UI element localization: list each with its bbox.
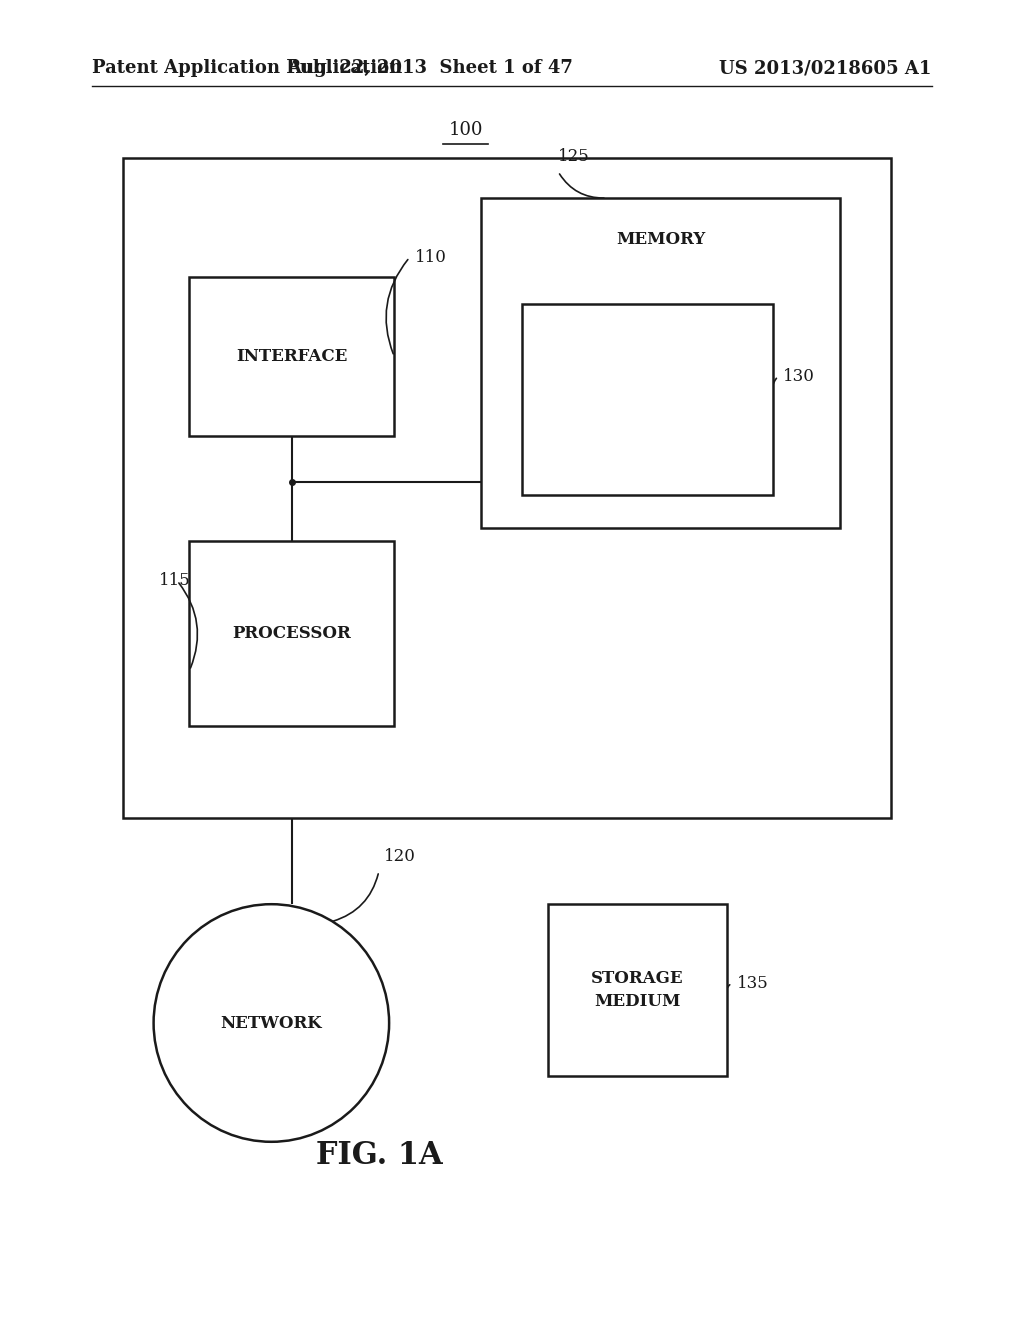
Text: STORAGE
MEDIUM: STORAGE MEDIUM — [591, 970, 684, 1010]
FancyBboxPatch shape — [123, 158, 891, 818]
Text: 100: 100 — [449, 120, 483, 139]
Text: FIG. 1A: FIG. 1A — [315, 1139, 442, 1171]
Text: 125: 125 — [558, 148, 590, 165]
Text: 120: 120 — [384, 847, 416, 865]
Text: Patent Application Publication: Patent Application Publication — [92, 59, 402, 78]
FancyBboxPatch shape — [481, 198, 840, 528]
Text: US 2013/0218605 A1: US 2013/0218605 A1 — [720, 59, 932, 78]
Text: PROGRAM
MODULE: PROGRAM MODULE — [598, 380, 697, 418]
FancyBboxPatch shape — [189, 541, 394, 726]
Text: MEMORY: MEMORY — [615, 231, 706, 248]
Text: 130: 130 — [783, 368, 815, 384]
Text: 135: 135 — [737, 975, 769, 991]
FancyBboxPatch shape — [522, 304, 773, 495]
Text: NETWORK: NETWORK — [220, 1015, 323, 1031]
Text: INTERFACE: INTERFACE — [237, 348, 347, 364]
Text: Aug. 22, 2013  Sheet 1 of 47: Aug. 22, 2013 Sheet 1 of 47 — [287, 59, 573, 78]
FancyBboxPatch shape — [548, 904, 727, 1076]
FancyBboxPatch shape — [189, 277, 394, 436]
Text: PROCESSOR: PROCESSOR — [232, 626, 351, 642]
Ellipse shape — [154, 904, 389, 1142]
Text: 110: 110 — [415, 249, 446, 265]
Text: 115: 115 — [159, 573, 190, 589]
